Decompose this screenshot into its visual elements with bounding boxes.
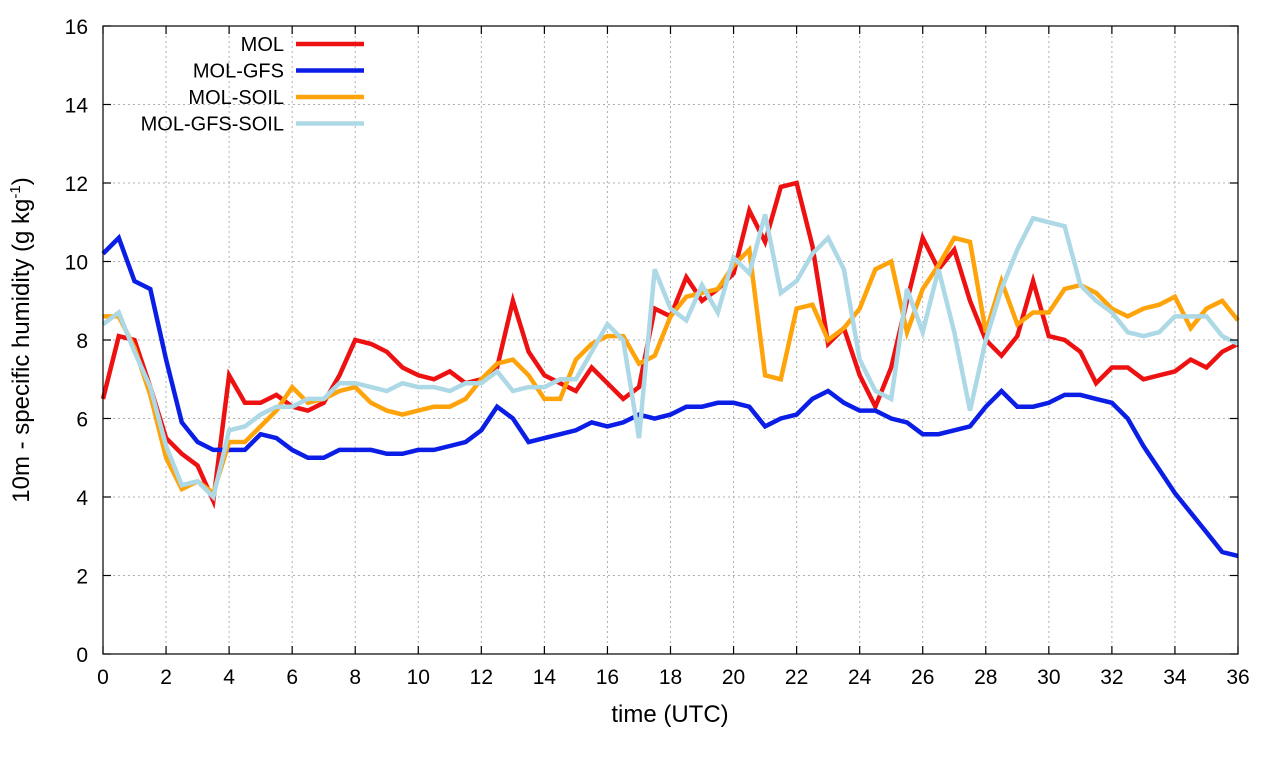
x-tick-label: 34 xyxy=(1163,666,1187,689)
x-tick-label: 36 xyxy=(1226,666,1249,689)
x-tick-label: 6 xyxy=(286,666,298,689)
x-tick-label: 4 xyxy=(223,666,235,689)
x-tick-label: 26 xyxy=(911,666,934,689)
x-tick-label: 10 xyxy=(407,666,430,689)
y-tick-label: 8 xyxy=(76,330,88,353)
y-axis-title-superscript: -1 xyxy=(7,185,24,198)
x-tick-label: 22 xyxy=(785,666,808,689)
legend-label-mol-gfs-soil: MOL-GFS-SOIL xyxy=(141,114,284,136)
y-tick-label: 10 xyxy=(65,252,88,275)
tick-labels: 0 2 4 6 8 10 12 14 16 18 20 22 24 26 28 30 32 34 360246810… xyxy=(65,16,1250,689)
x-tick-label: 0 xyxy=(97,666,109,689)
series-line-mol-soil xyxy=(103,235,1240,497)
y-tick-label: 12 xyxy=(65,173,88,196)
x-tick-label: 18 xyxy=(659,666,682,689)
x-tick-label: 20 xyxy=(722,666,745,689)
y-axis-title: 10m - specific humidity (g kg-1) xyxy=(7,177,35,502)
legend-label-mol-soil: MOL-SOIL xyxy=(188,87,284,109)
x-tick-label: 16 xyxy=(596,666,619,689)
y-tick-label: 14 xyxy=(65,95,89,118)
y-axis-title-main: 10m - specific humidity (g kg xyxy=(8,199,35,503)
x-tick-label: 14 xyxy=(533,666,557,689)
y-tick-label: 16 xyxy=(65,16,88,39)
x-tick-label: 30 xyxy=(1037,666,1060,689)
series-line-mol-gfs-soil xyxy=(101,213,1239,502)
y-tick-label: 2 xyxy=(76,566,88,589)
legend-label-mol: MOL xyxy=(241,34,284,56)
x-tick-label: 8 xyxy=(349,666,361,689)
axis-ticks xyxy=(102,25,1239,655)
series-lines xyxy=(100,180,1240,559)
x-tick-label: 2 xyxy=(160,666,172,689)
y-axis-title-end: ) xyxy=(8,177,35,185)
y-tick-label: 6 xyxy=(76,409,88,432)
series-line-mol-gfs xyxy=(101,233,1239,559)
x-tick-label: 12 xyxy=(470,666,493,689)
grid-lines xyxy=(103,26,1238,654)
x-tick-label: 32 xyxy=(1100,666,1123,689)
y-tick-label: 0 xyxy=(76,644,88,667)
legend: MOL MOL-GFS MOL-SOIL MOL-GFS-SOIL xyxy=(141,34,364,136)
x-tick-label: 28 xyxy=(974,666,997,689)
y-tick-label: 4 xyxy=(76,487,88,510)
x-tick-label: 24 xyxy=(848,666,872,689)
x-axis-title: time (UTC) xyxy=(611,701,728,728)
legend-label-mol-gfs: MOL-GFS xyxy=(193,61,284,83)
